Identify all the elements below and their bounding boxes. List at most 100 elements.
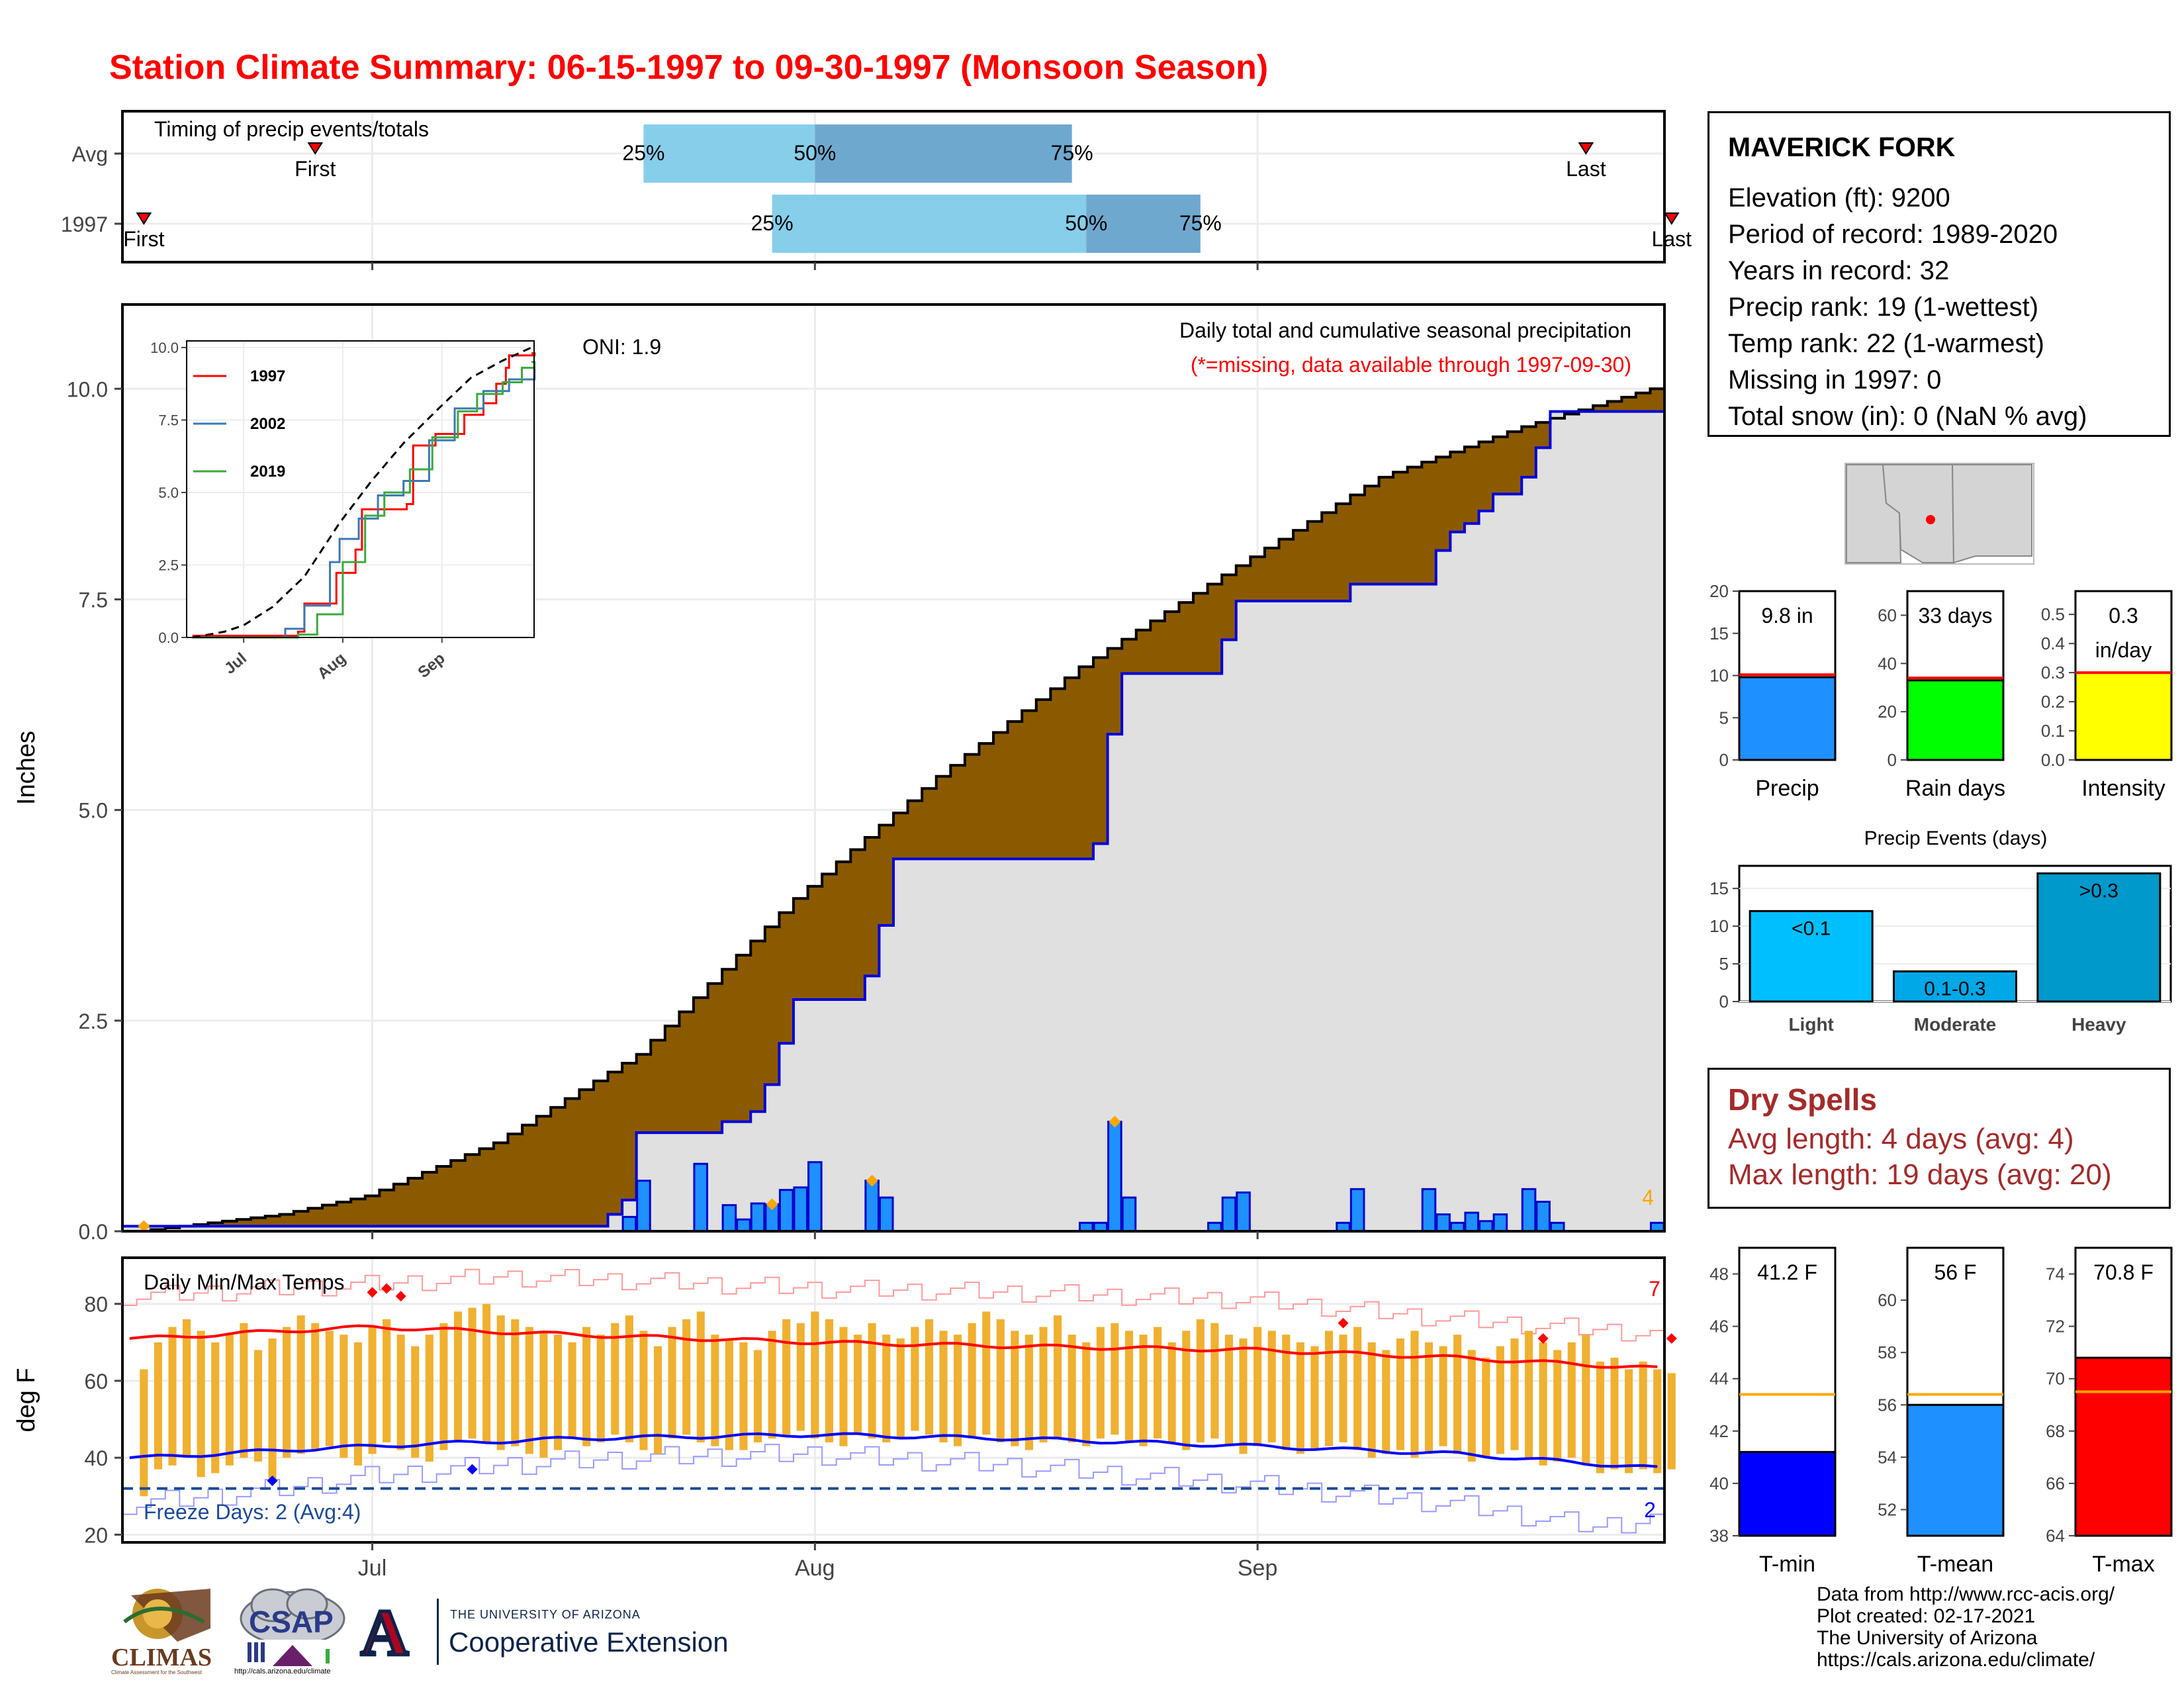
timing-q75-label: 75% <box>1179 211 1222 235</box>
inset-ytick-label: 10.0 <box>150 340 179 356</box>
temp-total-1-ytick-label: 52 <box>1878 1499 1897 1519</box>
timing-row-label: 1997 <box>61 212 108 236</box>
daily-temp-range-bar <box>425 1335 433 1462</box>
daily-temp-range-bar <box>1482 1358 1490 1458</box>
temp-total-2-ytick-label: 64 <box>2046 1526 2065 1546</box>
precip-events-xlabel: Heavy <box>2071 1014 2126 1035</box>
timing-q50-q75-bar <box>1086 195 1201 253</box>
temp-total-0-ytick-label: 44 <box>1709 1369 1729 1389</box>
precip-total-0-ytick-label: 20 <box>1709 581 1729 601</box>
oni-annotation: ONI: 1.9 <box>582 335 661 359</box>
precip-total-1-ytick-label: 60 <box>1878 605 1897 625</box>
daily-temp-range-bar <box>311 1323 320 1450</box>
daily-precip-bar <box>1349 1188 1365 1233</box>
precip-events-ytick-label: 5 <box>1719 954 1729 974</box>
precip-total-1-value-label: 33 days <box>1918 604 1992 628</box>
daily-temp-range-bar <box>611 1323 619 1435</box>
inset-legend-label: 2019 <box>250 463 285 481</box>
daily-precip-bar <box>1464 1211 1480 1233</box>
daily-temp-range-bar <box>782 1319 791 1435</box>
daily-precip-bar <box>621 1215 637 1233</box>
csap-cloud-icon <box>240 1588 345 1666</box>
daily-temp-range-bar <box>825 1319 833 1442</box>
daily-precip-bar <box>793 1186 809 1233</box>
climas-logo: CLIMAS Climate Assessment for the Southw… <box>111 1582 217 1675</box>
daily-temp-range-bar <box>168 1327 177 1466</box>
daily-temp-range-bar <box>1324 1331 1334 1446</box>
credits: Data from http://www.rcc-acis.org/ Plot … <box>1817 1583 2115 1671</box>
precip-events-bar <box>1893 970 2017 1003</box>
daily-temp-range-bar <box>982 1311 991 1435</box>
precip-total-1-ytick-label: 40 <box>1878 653 1897 673</box>
temp-total-2-value-label: 70.8 F <box>2093 1260 2154 1284</box>
daily-precip-bar <box>1236 1191 1251 1233</box>
daily-temp-range-bar <box>896 1338 905 1439</box>
daily-temp-range-bar <box>582 1327 591 1446</box>
figure-title: Station Climate Summary: 06-15-1997 to 0… <box>109 48 1269 87</box>
daily-precip-bar <box>636 1180 651 1233</box>
daily-temp-range-bar <box>925 1319 933 1435</box>
temp-total-2-ytick-label: 66 <box>2046 1474 2065 1493</box>
daily-temp-range-bar <box>811 1311 819 1439</box>
daily-temp-range-bar <box>839 1327 848 1446</box>
timing-q50-label: 50% <box>794 141 836 165</box>
daily-temp-range-bar <box>739 1342 748 1450</box>
daily-precip-bar <box>1107 1121 1122 1233</box>
temp-total-0-ytick-label: 48 <box>1709 1264 1729 1284</box>
daily-precip-bar <box>864 1180 880 1233</box>
daily-temp-range-bar <box>253 1350 262 1462</box>
daily-temp-range-bar <box>1124 1331 1134 1442</box>
record-max-line <box>122 1268 1664 1342</box>
daily-temp-range-bar <box>468 1307 477 1439</box>
precip-total-1-ytick-label: 0 <box>1888 750 1897 770</box>
daily-temp-range-bar <box>197 1331 205 1477</box>
precip-total-0-bar <box>1738 676 1837 761</box>
station-period: Period of record: 1989-2020 <box>1728 220 2058 249</box>
avg-tmax-line <box>129 1324 1658 1369</box>
precip-events-ytick-label: 15 <box>1709 878 1729 898</box>
station-info-box: MAVERICK FORK Elevation (ft): 9200 Perio… <box>1707 111 2171 437</box>
temp-total-0-bar <box>1738 1450 1837 1537</box>
precip-total-2-ytick-label: 0.2 <box>2041 692 2065 712</box>
precip-events-bar-label: <0.1 <box>1792 917 1831 939</box>
precip-ytick-label: 5.0 <box>79 799 108 823</box>
ua-divider <box>437 1599 439 1665</box>
daily-temp-range-bar <box>1582 1335 1590 1466</box>
inset-panel-border <box>186 340 535 638</box>
daily-temp-range-bar <box>1239 1338 1248 1454</box>
daily-temp-range-bar <box>553 1335 563 1450</box>
record-high-marker <box>1537 1333 1549 1344</box>
precip-events-bar-label: 0.1-0.3 <box>1924 978 1985 1000</box>
daily-temp-range-bar <box>1382 1350 1390 1454</box>
climas-wordmark: CLIMAS <box>111 1644 212 1671</box>
precip-total-0-value-label: 9.8 in <box>1761 604 1813 628</box>
locator-map <box>1844 463 2034 565</box>
inset-ytick-label: 7.5 <box>158 412 179 429</box>
daily-temp-range-bar <box>1039 1327 1048 1442</box>
daily-temp-range-bar <box>1096 1327 1105 1439</box>
precip-total-2-xlabel: Intensity <box>2081 776 2165 801</box>
record-low-marker <box>267 1476 278 1487</box>
temp-total-2-ytick-label: 72 <box>2046 1317 2065 1336</box>
daily-temp-range-bar <box>639 1331 648 1450</box>
credit-url: https://cals.arizona.edu/climate/ <box>1817 1649 2095 1671</box>
state-new-mexico <box>1951 464 2032 564</box>
temp-panel-border <box>121 1256 1666 1544</box>
precip-total-2-ytick-label: 0.5 <box>2041 604 2065 624</box>
daily-temp-range-bar <box>1267 1331 1276 1442</box>
daily-temp-range-bar <box>539 1331 548 1458</box>
precip-total-2-ytick-label: 0.3 <box>2041 663 2065 682</box>
daily-precip-bar <box>721 1204 737 1233</box>
daily-temp-range-bar <box>1467 1350 1476 1462</box>
daily-temp-range-bar <box>1610 1358 1619 1470</box>
daily-temp-range-bar <box>1496 1346 1504 1454</box>
daily-temp-range-bar <box>183 1319 191 1458</box>
daily-temp-range-bar <box>1567 1342 1576 1458</box>
temp-ytick-label: 60 <box>84 1370 108 1393</box>
timing-first-marker <box>136 212 152 225</box>
daily-temp-range-bar <box>1196 1319 1205 1442</box>
daily-temp-range-bar <box>754 1350 762 1442</box>
daily-temp-range-bar <box>1253 1327 1262 1446</box>
temp-total-1-ytick-label: 60 <box>1878 1290 1897 1310</box>
temp-total-2-ytick-label: 74 <box>2046 1264 2065 1284</box>
